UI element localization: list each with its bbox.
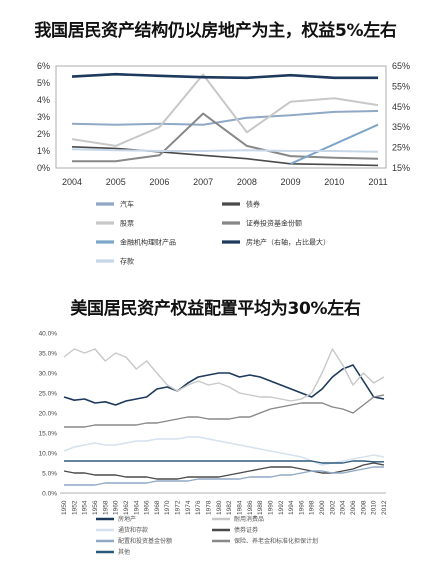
chart2-y-tick-label: 25.0% <box>39 391 58 398</box>
chart2-x-tick-label: 1996 <box>298 500 305 515</box>
chart1-x-tick-label: 2006 <box>149 177 169 187</box>
chart1-legend-label: 房地产（右轴，占比最大） <box>246 238 330 247</box>
chart2-legend-label: 保险、养老金和标准化担保计划 <box>234 537 318 545</box>
chart2-legend-label: 债券证券 <box>234 526 258 534</box>
chart2-x-tick-label: 1980 <box>216 500 223 515</box>
chart2-series-line <box>64 466 384 486</box>
chart1-x-tick-label: 2007 <box>193 177 213 187</box>
chart1-right-tick-label: 55% <box>392 81 410 91</box>
chart1-x-tick-label: 2011 <box>368 177 387 187</box>
chart2-x-tick-label: 1970 <box>164 500 171 515</box>
chart2-series-line <box>63 436 385 466</box>
chart2-legend-label: 配置和投资基金份额 <box>118 537 172 545</box>
chart1-plot: 0% 1% 2% 3% 4% 5% 6% 15% 25% 35% 45% 55% 65% 2004 2005… <box>37 61 410 266</box>
chart2-x-tick-label: 2006 <box>350 500 357 515</box>
chart2-y-tick-label: 40.0% <box>39 331 58 338</box>
chart2-x-tick-label: 1988 <box>257 500 264 515</box>
chart2-x-tick-label: 1976 <box>195 500 202 515</box>
chart2-x-tick-label: 2004 <box>340 500 347 515</box>
chart1-series-line <box>71 148 379 153</box>
chart2-x-tick-label: 1978 <box>206 500 213 515</box>
chart1-right-tick-label: 45% <box>392 102 410 112</box>
chart2-y-tick-label: 35.0% <box>39 351 58 358</box>
chart1-left-tick-label: 2% <box>37 129 50 139</box>
chart2-series-line <box>64 460 384 464</box>
chart1-left-tick-label: 5% <box>37 78 50 88</box>
chart2-series-line <box>64 394 385 428</box>
chart2-x-tick-label: 1974 <box>185 500 192 515</box>
chart2-x-tick-label: 2012 <box>381 500 388 515</box>
chart1-left-tick-label: 1% <box>37 146 50 156</box>
chart1-left-tick-label: 6% <box>37 61 50 71</box>
chart2-x-tick-label: 1956 <box>92 500 99 515</box>
chart1-series-line <box>71 146 379 167</box>
chart2-series-line <box>63 348 385 402</box>
chart2-legend-label: 通货和存款 <box>118 526 148 534</box>
chart1-legend-label: 股票 <box>120 220 134 228</box>
chart1-left-tick-label: 0% <box>37 163 50 173</box>
chart2-legend-label: 其他 <box>118 548 130 556</box>
chart2-legend-label: 耐用消费品 <box>234 515 264 523</box>
chart2-x-tick-label: 1966 <box>144 500 151 515</box>
chart1-x-tick-label: 2009 <box>281 177 301 187</box>
chart2-y-tick-label: 20.0% <box>39 411 58 418</box>
chart2-legend-label: 房地产 <box>118 515 136 523</box>
chart1-series-line <box>290 123 379 165</box>
chart2-y-tick-label: 15.0% <box>39 431 58 438</box>
chart2-x-tick-label: 1994 <box>288 500 295 515</box>
chart1-legend-label: 存款 <box>120 257 134 266</box>
chart1-right-tick-label: 15% <box>392 163 410 173</box>
chart2-x-tick-label: 1954 <box>82 500 89 515</box>
chart1-series-line <box>71 110 379 126</box>
chart1-x-tick-label: 2008 <box>237 177 257 187</box>
chart1-left-tick-label: 3% <box>37 112 50 122</box>
chart1-series-line <box>72 112 379 163</box>
chart2-title: 美国居民资产权益配置平均为30%左右 <box>70 299 361 319</box>
chart2-y-tick-label: 10.0% <box>39 451 58 458</box>
chart2-x-tick-label: 1990 <box>267 500 274 515</box>
chart2-x-tick-label: 1998 <box>309 500 316 515</box>
chart1-title: 我国居民资产结构仍以房地产为主，权益5%左右 <box>34 21 397 41</box>
chart2-series-line <box>63 364 385 406</box>
chart1-series-line <box>71 73 379 147</box>
chart1-frame <box>55 65 387 169</box>
chart1-legend-label: 证券投资基金份额 <box>246 219 302 228</box>
chart1-right-tick-label: 65% <box>392 61 410 71</box>
chart1-right-tick-label: 35% <box>392 122 410 132</box>
chart1-right-tick-label: 25% <box>392 143 410 153</box>
chart2-x-tick-label: 1982 <box>226 500 233 515</box>
chart2-y-tick-label: 0.0% <box>42 491 57 498</box>
chart1-series-line <box>71 72 378 80</box>
chart2-x-tick-label: 2000 <box>319 500 326 515</box>
chart2-x-tick-label: 1972 <box>175 500 182 515</box>
chart2-x-tick-label: 1962 <box>123 500 130 515</box>
chart2-x-tick-label: 1952 <box>71 500 78 515</box>
chart2-x-tick-label: 2010 <box>371 500 378 515</box>
chart2-series-line <box>63 462 385 480</box>
chart2-x-tick-label: 2008 <box>360 500 367 515</box>
chart1-legend-label: 金融机构理财产品 <box>120 238 176 247</box>
chart1-left-tick-label: 4% <box>37 95 50 105</box>
chart1-x-tick-label: 2004 <box>62 177 82 187</box>
chart2-x-tick-label: 1960 <box>113 500 120 515</box>
chart2-x-tick-label: 1984 <box>236 500 243 515</box>
chart2-y-tick-label: 30.0% <box>39 371 58 378</box>
chart1-x-tick-label: 2005 <box>106 177 126 187</box>
chart2-x-tick-label: 1986 <box>247 500 254 515</box>
chart1-legend-label: 汽车 <box>120 200 134 209</box>
chart2-x-tick-label: 1964 <box>133 500 140 515</box>
chart1-x-tick-label: 2010 <box>324 177 344 187</box>
chart2-x-tick-label: 1968 <box>154 500 161 515</box>
chart2-x-tick-label: 1958 <box>102 500 109 515</box>
chart2-x-tick-label: 1992 <box>278 500 285 515</box>
chart2-x-tick-label: 2002 <box>329 500 336 515</box>
chart2-y-tick-label: 5.0% <box>42 471 57 478</box>
chart1-legend-label: 债券 <box>246 200 260 209</box>
chart2-x-tick-label: 1950 <box>61 500 68 515</box>
